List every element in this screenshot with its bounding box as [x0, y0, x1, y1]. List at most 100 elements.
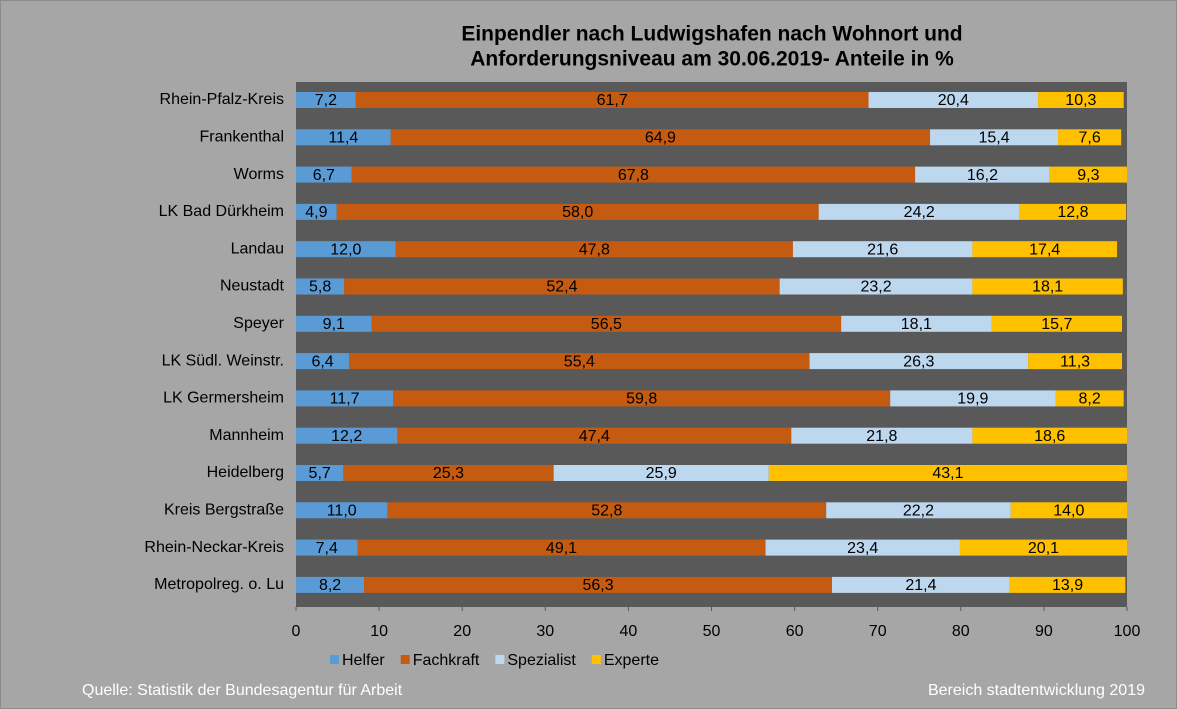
bar-segment [296, 539, 358, 556]
data-label: 6,7 [313, 167, 335, 184]
data-label: 56,3 [582, 577, 613, 594]
data-label: 9,3 [1077, 167, 1099, 184]
bar-segment [296, 465, 344, 481]
data-label: 18,6 [1034, 428, 1065, 445]
data-label: 15,7 [1041, 316, 1072, 333]
category-label: Kreis Bergstraße [164, 502, 284, 519]
plot-area [296, 82, 1127, 607]
bar-segment [296, 278, 345, 295]
x-tick-label: 30 [536, 623, 554, 640]
bar-segment [296, 129, 391, 146]
category-label: LK Germersheim [163, 390, 284, 407]
bar-segment [868, 92, 1039, 108]
bar-segment [296, 502, 388, 519]
bar-segment [831, 576, 1010, 593]
legend-label: Experte [604, 652, 659, 669]
data-label: 21,8 [866, 428, 897, 445]
data-label: 23,2 [860, 279, 891, 296]
data-label: 67,8 [618, 167, 649, 184]
data-label: 18,1 [901, 316, 932, 333]
data-label: 21,6 [867, 241, 898, 258]
legend-swatch [400, 655, 410, 664]
bar-segment [296, 353, 350, 370]
bar-segment [351, 166, 916, 183]
bar-segment [296, 427, 398, 444]
data-label: 61,7 [597, 92, 628, 109]
category-label: Frankenthal [200, 129, 285, 146]
bar-segment [296, 203, 337, 220]
bar-segment [296, 92, 356, 108]
bar-segment [397, 427, 792, 444]
bar-segment [972, 241, 1118, 258]
data-label: 12,0 [330, 241, 361, 258]
data-label: 5,8 [309, 279, 331, 296]
data-label: 22,2 [903, 503, 934, 520]
data-label: 12,2 [331, 428, 362, 445]
bar-segment [959, 539, 1127, 556]
category-label: Rhein-Neckar-Kreis [144, 539, 284, 556]
category-label: Neustadt [220, 278, 285, 295]
data-label: 7,6 [1078, 130, 1100, 147]
data-label: 21,4 [905, 577, 936, 594]
chart-title: Einpendler nach Ludwigshafen nach Wohnor… [461, 23, 962, 46]
x-tick-label: 90 [1035, 623, 1053, 640]
x-tick-label: 70 [869, 623, 887, 640]
bar-segment [826, 502, 1011, 519]
bar-segment [393, 390, 891, 407]
data-label: 7,2 [315, 92, 337, 109]
bar-segment [1058, 129, 1122, 146]
source: Quelle: Statistik der Bundesagentur für … [82, 682, 403, 699]
legend-label: Fachkraft [413, 652, 480, 669]
legend-swatch [495, 655, 505, 664]
bar-segment [890, 390, 1056, 407]
data-label: 64,9 [645, 130, 676, 147]
data-label: 14,0 [1053, 503, 1084, 520]
legend-swatch [330, 655, 339, 664]
data-label: 52,4 [546, 279, 577, 296]
data-label: 20,4 [938, 92, 969, 109]
bar-segment [1038, 92, 1124, 108]
data-label: 8,2 [1078, 391, 1100, 408]
data-label: 11,0 [327, 503, 357, 520]
bar-segment [768, 465, 1127, 481]
bar-segment [1028, 353, 1123, 370]
bar-segment [395, 241, 793, 258]
bar-segment [818, 203, 1020, 220]
bar-segment [991, 315, 1123, 332]
bar-segment [809, 353, 1029, 370]
data-label: 10,3 [1065, 92, 1096, 109]
bar-segment [355, 92, 869, 108]
category-label: Rhein-Pfalz-Kreis [160, 91, 284, 108]
data-label: 18,1 [1032, 279, 1063, 296]
category-label: Metropolreg. o. Lu [154, 576, 284, 593]
legend-label: Spezialist [507, 652, 576, 669]
data-label: 25,3 [433, 465, 464, 482]
bar-segment [344, 278, 780, 295]
data-label: 25,9 [646, 465, 677, 482]
x-tick-label: 100 [1114, 623, 1141, 640]
bar-segment [972, 427, 1127, 444]
bar-segment [553, 465, 769, 481]
bar-segment [792, 241, 973, 258]
bar-segment [336, 203, 819, 220]
x-tick-label: 80 [952, 623, 970, 640]
data-label: 49,1 [546, 540, 577, 557]
bar-segment [972, 278, 1123, 295]
category-label: LK Bad Dürkheim [159, 203, 284, 220]
data-label: 13,9 [1052, 577, 1083, 594]
bar-segment [296, 315, 372, 332]
bar-segment [765, 539, 960, 556]
bar-segment [791, 427, 973, 444]
bar-segment [1009, 576, 1126, 593]
data-label: 56,5 [591, 316, 622, 333]
category-label: Mannheim [209, 427, 284, 444]
bar-segment [371, 315, 842, 332]
x-tick-label: 60 [786, 623, 804, 640]
data-label: 23,4 [847, 540, 878, 557]
x-tick-label: 0 [292, 623, 301, 640]
bar-segment [915, 166, 1050, 183]
legend-swatch [591, 655, 601, 664]
bar-segment [364, 576, 832, 593]
data-label: 9,1 [323, 316, 345, 333]
bar-segment [841, 315, 992, 332]
